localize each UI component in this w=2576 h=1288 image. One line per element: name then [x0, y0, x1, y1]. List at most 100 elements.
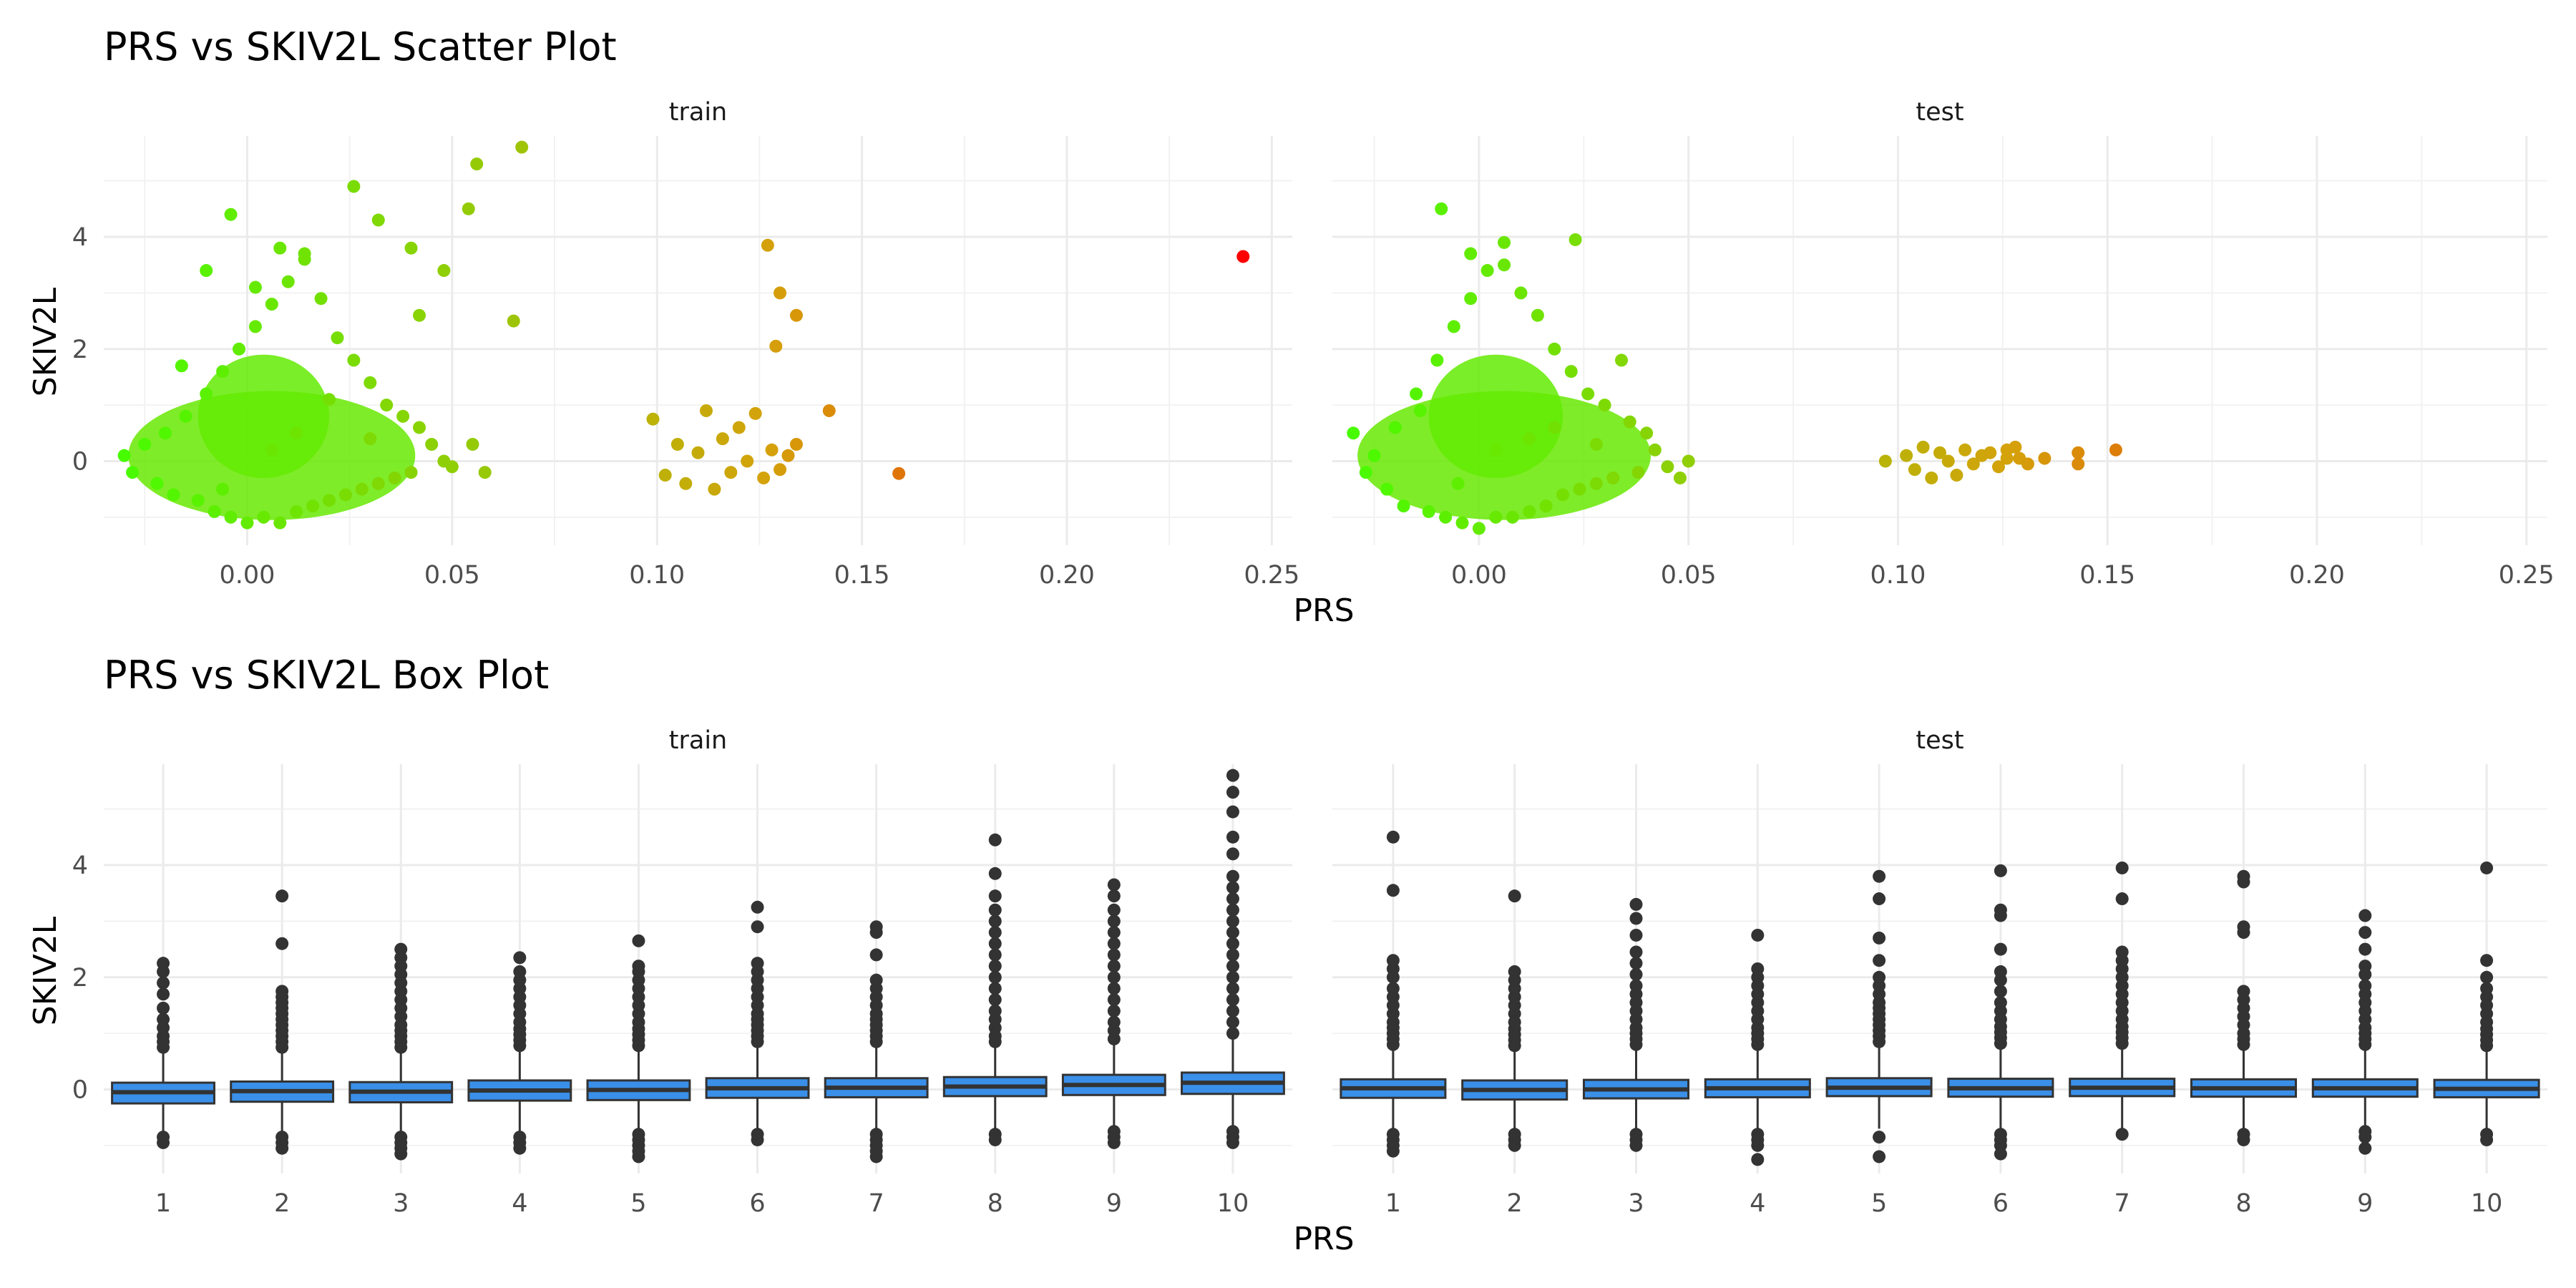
data-point: [1498, 258, 1511, 272]
data-point: [2021, 457, 2034, 471]
box-outlier-point: [1508, 965, 1521, 978]
data-point: [150, 477, 164, 490]
data-point: [1548, 421, 1561, 434]
y-tick-label: 0: [72, 447, 88, 476]
data-point: [388, 471, 401, 484]
box-outlier-point: [1226, 1004, 1239, 1018]
data-point: [761, 238, 774, 252]
box-outlier-point: [1629, 957, 1643, 970]
data-point: [1958, 443, 1972, 457]
y-tick-label: 2: [72, 336, 88, 364]
data-point: [138, 437, 152, 451]
data-point: [679, 477, 693, 490]
data-point: [2038, 452, 2051, 465]
box-outlier-point: [1873, 931, 1886, 945]
data-point: [1464, 292, 1478, 306]
box-outlier-point: [1994, 942, 2007, 956]
data-point: [413, 308, 426, 322]
box-outlier-point: [157, 1136, 170, 1149]
data-point: [445, 460, 459, 474]
facet-strip-label: train: [669, 726, 727, 755]
data-point: [1648, 443, 1662, 457]
data-point: [158, 426, 172, 440]
data-point: [2000, 452, 2014, 465]
x-tick-label: 8: [987, 1189, 1003, 1218]
data-point: [1451, 477, 1465, 490]
box-outlier-point: [988, 833, 1002, 847]
box-outlier-point: [2358, 1131, 2372, 1144]
data-point: [724, 466, 738, 479]
data-point: [347, 180, 361, 193]
box-outlier-point: [2480, 970, 2494, 984]
x-tick-label: 2: [1507, 1189, 1523, 1218]
box-outlier-point: [1629, 912, 1643, 925]
box-outlier-point: [988, 867, 1002, 880]
box-outlier-point: [2358, 960, 2372, 973]
x-tick-label: 9: [1106, 1189, 1122, 1218]
box-outlier-point: [1107, 960, 1121, 973]
data-point: [167, 488, 180, 502]
box-outlier-point: [2358, 926, 2372, 940]
box-outlier-point: [1226, 948, 1239, 962]
box-outlier-point: [2480, 954, 2494, 967]
data-point: [1413, 404, 1427, 417]
data-point: [1388, 421, 1402, 434]
x-tick-label: 0.20: [1039, 561, 1095, 590]
data-point: [179, 409, 192, 423]
x-tick-label: 1: [1385, 1189, 1401, 1218]
box-outlier-point: [2115, 1128, 2129, 1141]
y-tick-label: 4: [72, 223, 88, 252]
data-point: [281, 275, 295, 288]
data-point: [1489, 510, 1503, 524]
data-point: [1916, 440, 1930, 454]
data-point: [1464, 247, 1478, 260]
box-outlier-point: [1629, 979, 1643, 992]
data-point: [323, 393, 336, 406]
box-outlier-point: [1386, 830, 1400, 844]
data-point: [892, 467, 906, 480]
data-point: [478, 466, 492, 479]
x-tick-label: 0.05: [424, 561, 480, 590]
box-outlier-point: [869, 973, 883, 987]
box-outlier-point: [1226, 1136, 1239, 1149]
box-outlier-point: [1107, 914, 1121, 928]
x-tick-label: 4: [1750, 1189, 1765, 1218]
data-point: [1514, 286, 1528, 300]
data-point: [1472, 522, 1485, 535]
data-point: [822, 404, 836, 417]
box-outlier-point: [1226, 805, 1239, 819]
data-point: [273, 516, 287, 530]
data-point: [1435, 202, 1448, 215]
x-tick-label: 0.25: [1244, 561, 1299, 590]
x-tick-label: 4: [512, 1189, 527, 1218]
x-tick-label: 6: [1993, 1189, 2009, 1218]
data-point: [466, 437, 479, 451]
data-point: [175, 359, 188, 373]
data-point: [1548, 342, 1561, 356]
data-point: [765, 443, 779, 457]
data-point: [741, 454, 754, 468]
data-point: [240, 516, 254, 530]
box-outlier-point: [1226, 847, 1239, 861]
box-outlier-point: [2480, 861, 2494, 874]
data-point: [265, 298, 278, 311]
x-tick-label: 10: [1217, 1189, 1249, 1218]
data-point: [248, 320, 262, 333]
data-point: [1568, 233, 1582, 246]
box-outlier-point: [1994, 965, 2007, 978]
data-point: [1480, 264, 1494, 278]
box-outlier-point: [2480, 1133, 2494, 1146]
data-point: [1367, 449, 1381, 462]
box-outlier-point: [2358, 1141, 2372, 1155]
box-outlier-point: [1994, 996, 2007, 1010]
box-outlier-point: [157, 976, 170, 990]
data-point: [1941, 454, 1955, 468]
data-point: [371, 213, 385, 227]
box-outlier-point: [1226, 1027, 1239, 1040]
data-point: [1447, 320, 1460, 333]
box-outlier-point: [2237, 920, 2250, 934]
box-outlier-point: [275, 1141, 289, 1155]
data-point: [1682, 454, 1695, 468]
box-outlier-point: [988, 960, 1002, 973]
box-outlier-point: [1751, 1153, 1765, 1166]
